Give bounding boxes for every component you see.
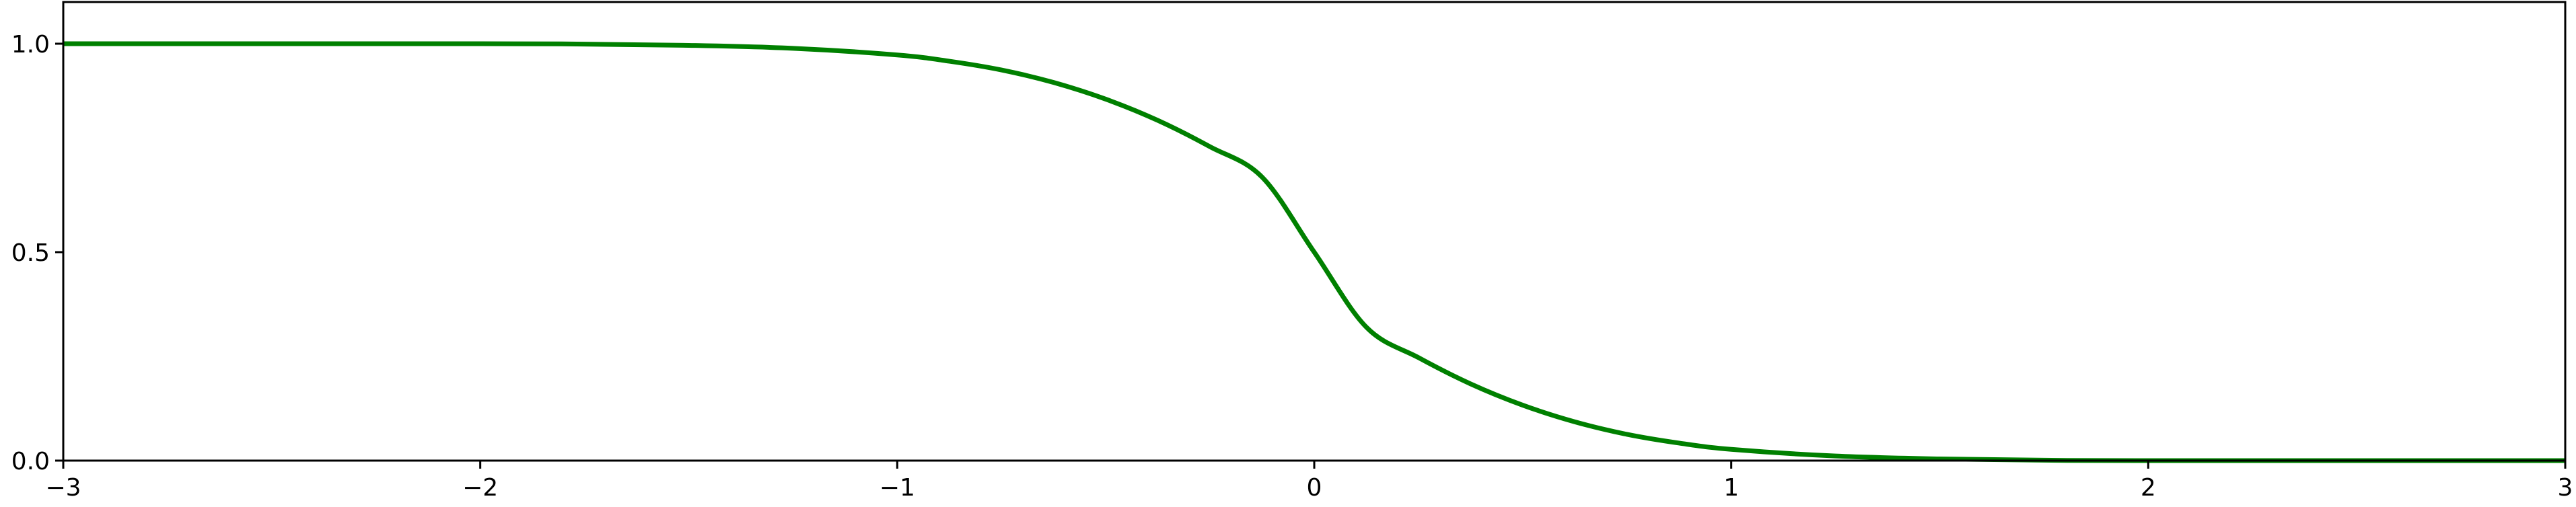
x-tick-label: −3	[45, 474, 81, 502]
series-line-0	[63, 41, 2566, 463]
plot-area	[63, 41, 2566, 463]
x-tick-label: 2	[2141, 474, 2156, 502]
axes: −3 −2 −1 0 1 2 3 0.0 0.5 1.0	[11, 1, 2573, 502]
axes-frame	[62, 1, 2567, 462]
x-tick-label: 0	[1307, 474, 1322, 502]
y-tick-label: 0.5	[11, 239, 50, 267]
x-tick-label: 3	[2558, 474, 2573, 502]
x-tick-label: −1	[880, 474, 915, 502]
x-tick-label: 1	[1723, 474, 1739, 502]
y-tick-label: 0.0	[11, 448, 50, 475]
x-tick-label: −2	[462, 474, 498, 502]
y-tick-label: 1.0	[11, 31, 50, 58]
